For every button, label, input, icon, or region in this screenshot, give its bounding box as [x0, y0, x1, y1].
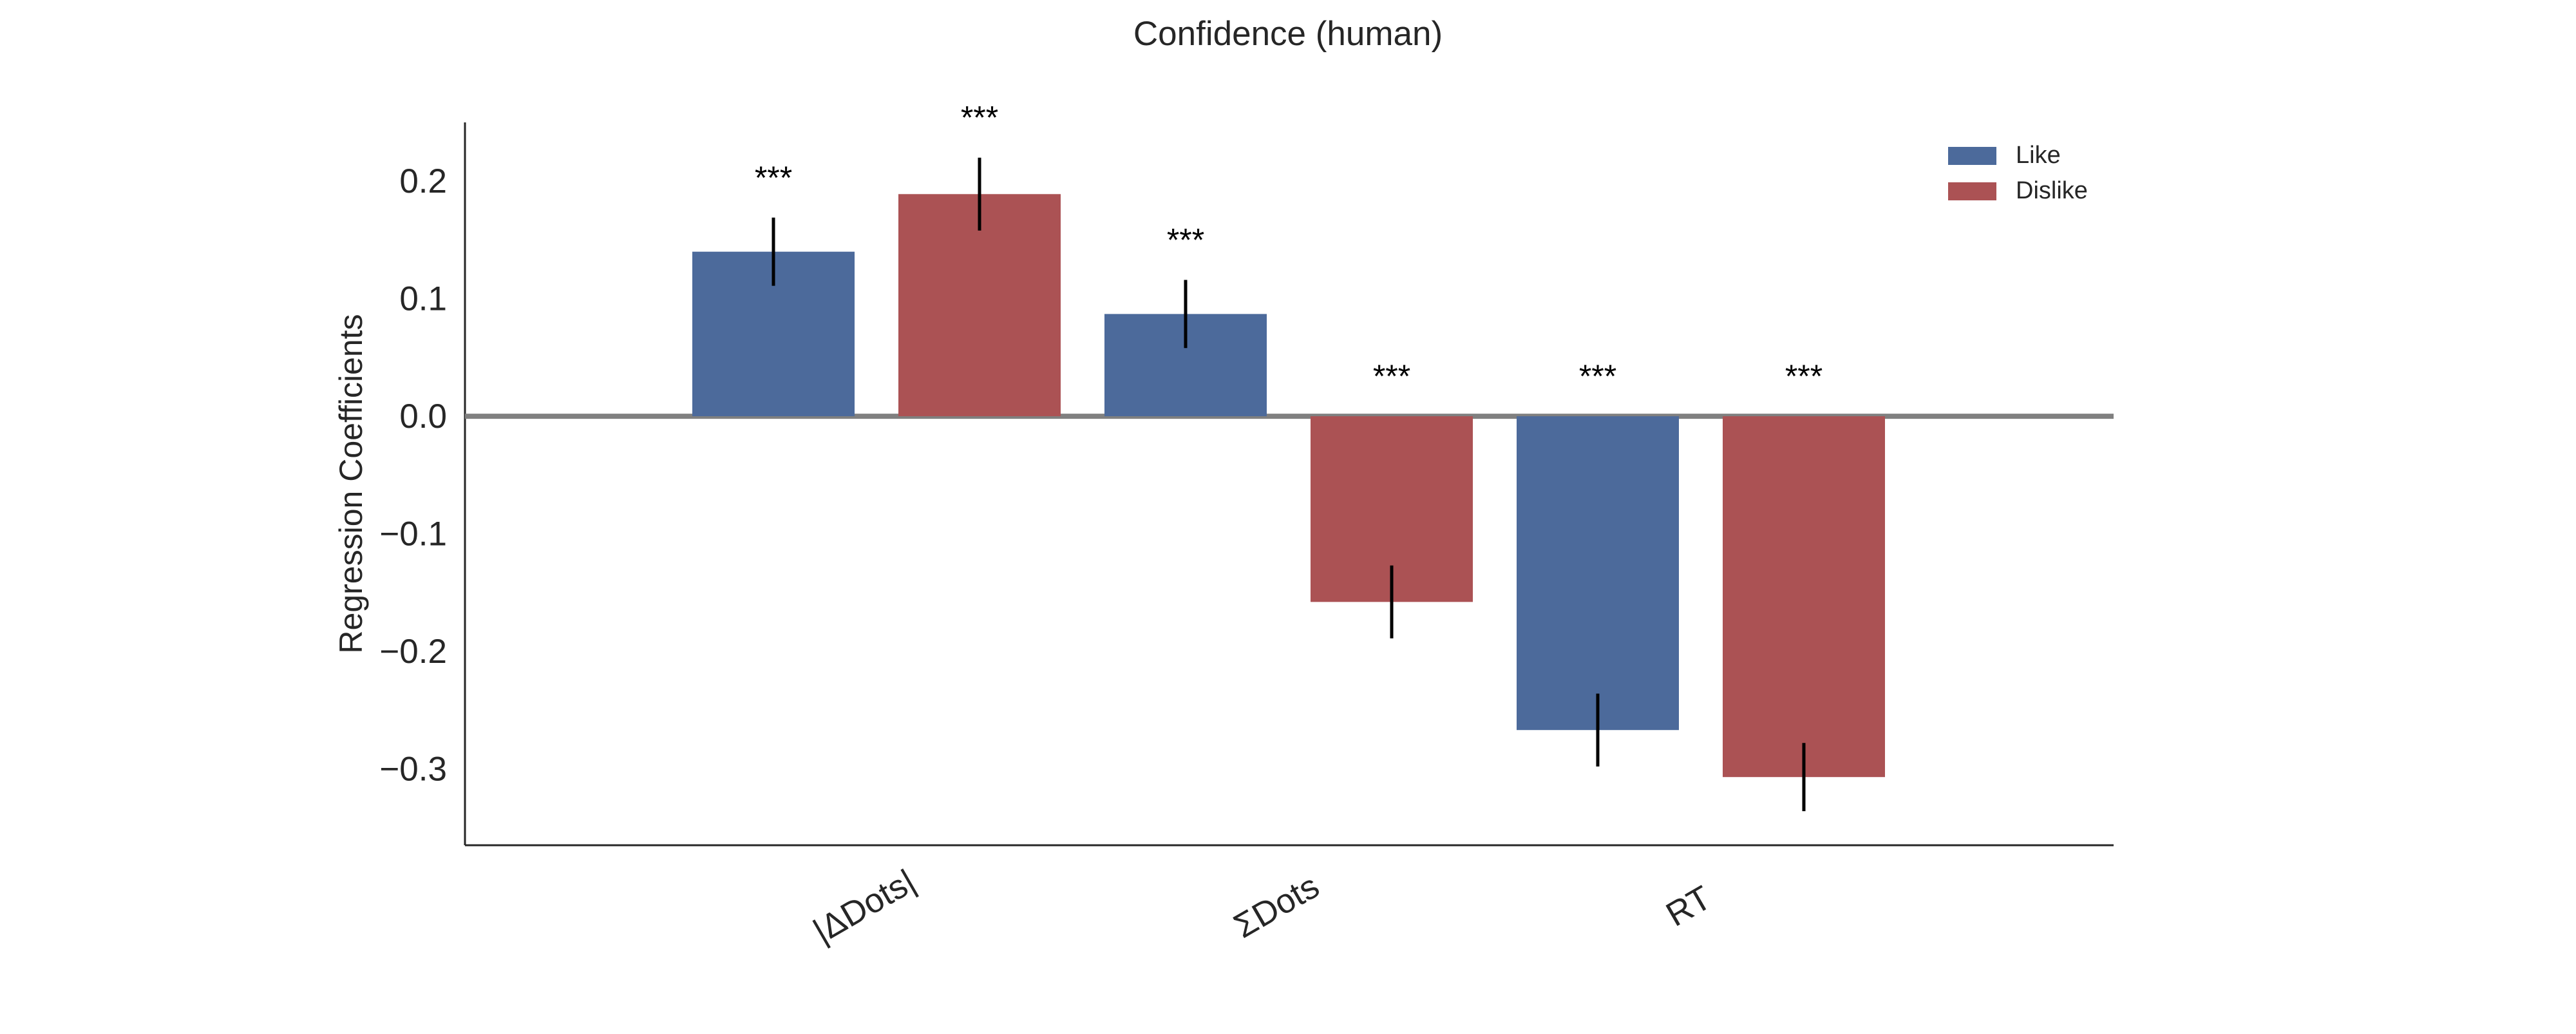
x-tick-label: |ΔDots|	[807, 862, 922, 950]
y-axis-label: Regression Coefficients	[333, 314, 369, 653]
significance-labels: *** *** *** *** *** ***	[755, 100, 1823, 394]
bar-dislike-0	[898, 194, 1061, 417]
legend-label-dislike: Dislike	[2016, 177, 2088, 204]
y-tick-label: 0.0	[399, 397, 447, 436]
legend-swatch-dislike	[1948, 182, 1996, 200]
bars	[692, 194, 1885, 778]
significance-label: ***	[1373, 358, 1410, 394]
significance-label: ***	[755, 160, 792, 196]
error-bars	[772, 157, 1806, 812]
x-tick-label: ΣDots	[1227, 867, 1325, 946]
y-tick-label: −0.2	[379, 633, 447, 671]
significance-label: ***	[961, 100, 998, 136]
significance-label: ***	[1167, 222, 1204, 258]
y-tick-label: −0.3	[379, 750, 447, 788]
y-tick-label: 0.1	[399, 280, 447, 318]
chart-title: Confidence (human)	[1133, 15, 1443, 53]
legend-label-like: Like	[2016, 142, 2061, 169]
legend: Like Dislike	[1948, 142, 2088, 204]
significance-label: ***	[1579, 358, 1616, 394]
significance-label: ***	[1785, 358, 1823, 394]
x-tick-label: RT	[1660, 879, 1718, 934]
y-tick-label: 0.2	[399, 162, 447, 200]
y-tick-label: −0.1	[379, 515, 447, 553]
bar-dislike-2	[1723, 416, 1885, 778]
legend-swatch-like	[1948, 147, 1996, 165]
bar-like-2	[1517, 416, 1679, 731]
